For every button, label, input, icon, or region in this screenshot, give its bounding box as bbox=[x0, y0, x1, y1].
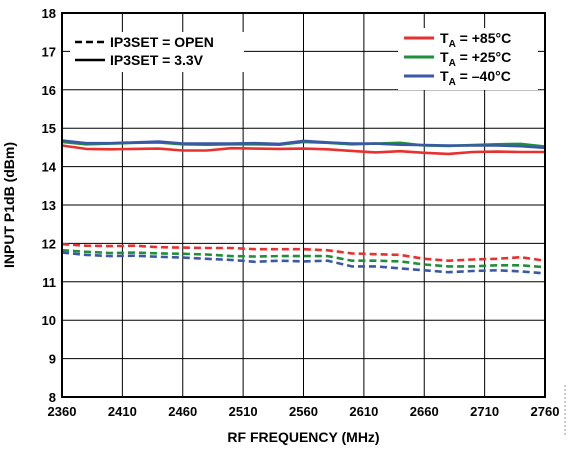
y-tick-label: 10 bbox=[42, 313, 56, 328]
x-tick-label: 2710 bbox=[470, 404, 499, 419]
tick-labels: 8 9 10 11 12 13 14 15 16 17 18 2360 2410 2460 2510 2560… bbox=[42, 6, 560, 419]
y-tick-label: 14 bbox=[42, 160, 57, 175]
y-tick-label: 13 bbox=[42, 198, 56, 213]
series-line bbox=[61, 242, 546, 263]
legend-style-bg bbox=[70, 32, 244, 72]
y-tick-label: 15 bbox=[42, 121, 56, 136]
y-tick-label: 12 bbox=[42, 236, 56, 251]
series-line bbox=[61, 249, 546, 269]
y-tick-label: 9 bbox=[49, 352, 56, 367]
x-tick-label: 2660 bbox=[410, 404, 439, 419]
legend-temp-label: TA = +85°C bbox=[440, 30, 511, 50]
y-tick-label: 17 bbox=[42, 44, 56, 59]
series-line bbox=[61, 144, 545, 156]
x-axis-title: RF FREQUENCY (MHz) bbox=[227, 429, 379, 445]
y-tick-label: 16 bbox=[42, 83, 56, 98]
x-tick-label: 2460 bbox=[168, 404, 197, 419]
x-tick-label: 2360 bbox=[48, 404, 77, 419]
legend-temperature: TA = +85°CTA = +25°CTA = –40°C bbox=[398, 28, 538, 90]
y-tick-label: 11 bbox=[42, 275, 56, 290]
legend-line-style: IP3SET = OPEN IP3SET = 3.3V bbox=[70, 32, 244, 72]
legend-style-label: IP3SET = OPEN bbox=[110, 34, 214, 50]
legend-temp-label: TA = –40°C bbox=[440, 68, 511, 88]
x-tick-label: 2410 bbox=[108, 404, 137, 419]
series-line bbox=[61, 139, 546, 150]
y-axis-title: INPUT P1dB (dBm) bbox=[1, 142, 17, 268]
series-line bbox=[61, 251, 546, 275]
series-lines bbox=[61, 139, 546, 275]
y-tick-label: 8 bbox=[49, 390, 56, 405]
legend-temp-label: TA = +25°C bbox=[440, 49, 511, 69]
x-tick-label: 2610 bbox=[349, 404, 378, 419]
x-tick-label: 2510 bbox=[229, 404, 258, 419]
y-tick-label: 18 bbox=[42, 6, 56, 21]
x-tick-label: 2560 bbox=[289, 404, 318, 419]
legend-style-label: IP3SET = 3.3V bbox=[110, 52, 204, 68]
x-tick-label: 2760 bbox=[531, 404, 560, 419]
plot-frame bbox=[61, 12, 546, 398]
